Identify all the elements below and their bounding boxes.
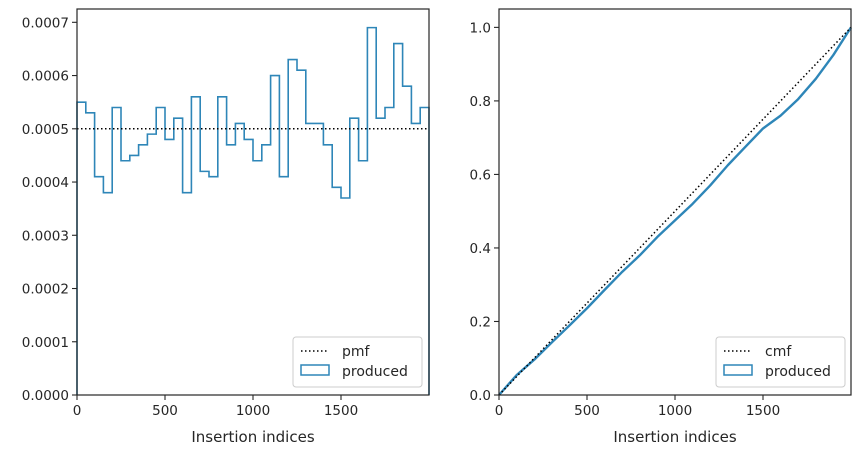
x-tick-label: 500: [152, 403, 178, 419]
cmf-reference-line: [498, 26, 852, 396]
y-tick-label: 1.0: [470, 20, 491, 36]
cmf-plot-area: [498, 26, 853, 396]
y-tick-label: 0.0: [470, 388, 491, 404]
pmf-legend-label-produced: produced: [342, 364, 408, 380]
cmf-line-chart: 0 500 1000 1500 0.0 0.2 0.4 0.6 0.8 1.0 Insertio…: [470, 8, 853, 446]
cmf-legend: cmf produced: [715, 336, 846, 388]
pmf-legend-label-pmf: pmf: [342, 344, 371, 360]
x-tick-label: 0: [73, 403, 82, 419]
y-tick-label: 0.0006: [22, 69, 69, 85]
y-tick-label: 0.0005: [22, 122, 69, 138]
pmf-legend: pmf produced: [292, 336, 423, 388]
y-tick-label: 0.0003: [22, 228, 69, 244]
y-tick-label: 0.0007: [22, 15, 69, 31]
y-tick-label: 0.2: [470, 314, 491, 330]
pmf-y-axis-ticks: 0.0000 0.0001 0.0002 0.0003 0.0004 0.0005 0.00…: [22, 15, 77, 404]
produced-histogram-step: [76, 26, 430, 395]
x-tick-label: 1500: [324, 403, 358, 419]
cmf-x-axis-label: Insertion indices: [613, 428, 736, 446]
x-tick-label: 500: [574, 403, 600, 419]
pmf-histogram-chart: 0 500 1000 1500 0.00000.00010.00020.00030.0…: [22, 8, 430, 446]
pmf-x-axis-ticks: 0 500 1000 1500: [73, 395, 358, 419]
y-tick-label: 0.0002: [22, 282, 69, 298]
x-tick-label: 1000: [236, 403, 270, 419]
pmf-plot-area: [76, 26, 430, 395]
y-tick-label: 0.0001: [22, 335, 69, 351]
y-tick-label: 0.0000: [22, 388, 69, 404]
cmf-legend-swatch-produced: [723, 364, 753, 376]
x-tick-label: 0: [495, 403, 504, 419]
y-tick-label: 0.6: [470, 167, 491, 183]
x-tick-label: 1500: [746, 403, 780, 419]
cmf-y-axis-ticks: 0.0 0.2 0.4 0.6 0.8 1.0: [470, 20, 499, 404]
cmf-legend-label-produced: produced: [765, 364, 831, 380]
pmf-x-axis-label: Insertion indices: [191, 428, 314, 446]
cmf-legend-label-cmf: cmf: [765, 344, 792, 360]
y-tick-label: 0.0004: [22, 175, 69, 191]
cmf-x-axis-ticks: 0 500 1000 1500: [495, 395, 780, 419]
pmf-legend-swatch-produced: [300, 364, 330, 376]
x-tick-label: 1000: [658, 403, 692, 419]
produced-cmf-curve: [498, 26, 853, 396]
y-tick-label: 0.8: [470, 94, 491, 110]
y-tick-label: 0.4: [470, 241, 491, 257]
